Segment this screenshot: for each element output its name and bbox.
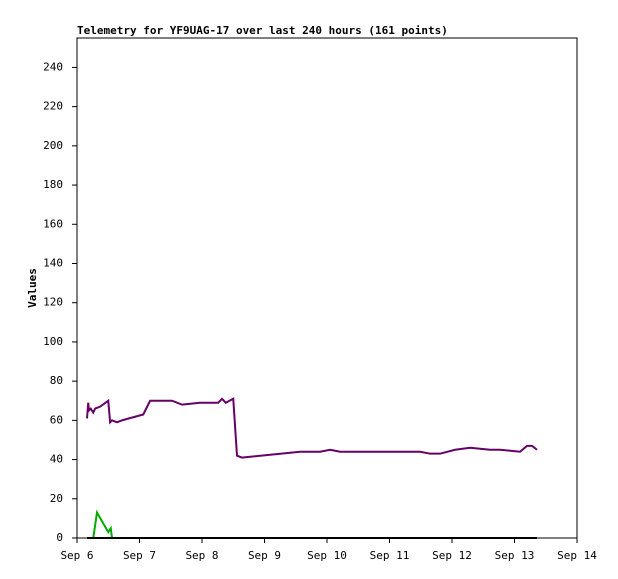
y-tick-label: 120 [43,296,63,309]
y-tick-label: 200 [43,139,63,152]
y-tick-label: 40 [50,453,63,466]
y-tick-label: 180 [43,178,63,191]
x-tick-label: Sep 14 [557,549,597,562]
y-tick-label: 140 [43,256,63,269]
y-axis-label: Values [26,268,39,308]
x-tick-label: Sep 12 [432,549,472,562]
chart-title: Telemetry for YF9UAG-17 over last 240 ho… [77,24,448,37]
y-tick-label: 220 [43,100,63,113]
series-line [92,509,113,539]
y-tick-label: 20 [50,492,63,505]
y-tick-label: 80 [50,374,63,387]
y-tick-label: 160 [43,217,63,230]
y-tick-label: 60 [50,413,63,426]
y-tick-label: 240 [43,60,63,73]
x-tick-label: Sep 13 [495,549,535,562]
plot-frame [76,37,578,539]
x-tick-label: Sep 8 [185,549,218,562]
x-tick-label: Sep 11 [370,549,410,562]
x-tick-label: Sep 9 [248,549,281,562]
y-tick-label: 100 [43,335,63,348]
y-tick-label: 0 [56,531,63,544]
series-line [86,397,538,459]
x-tick-label: Sep 7 [123,549,156,562]
x-tick-label: Sep 6 [60,549,93,562]
x-tick-label: Sep 10 [307,549,347,562]
